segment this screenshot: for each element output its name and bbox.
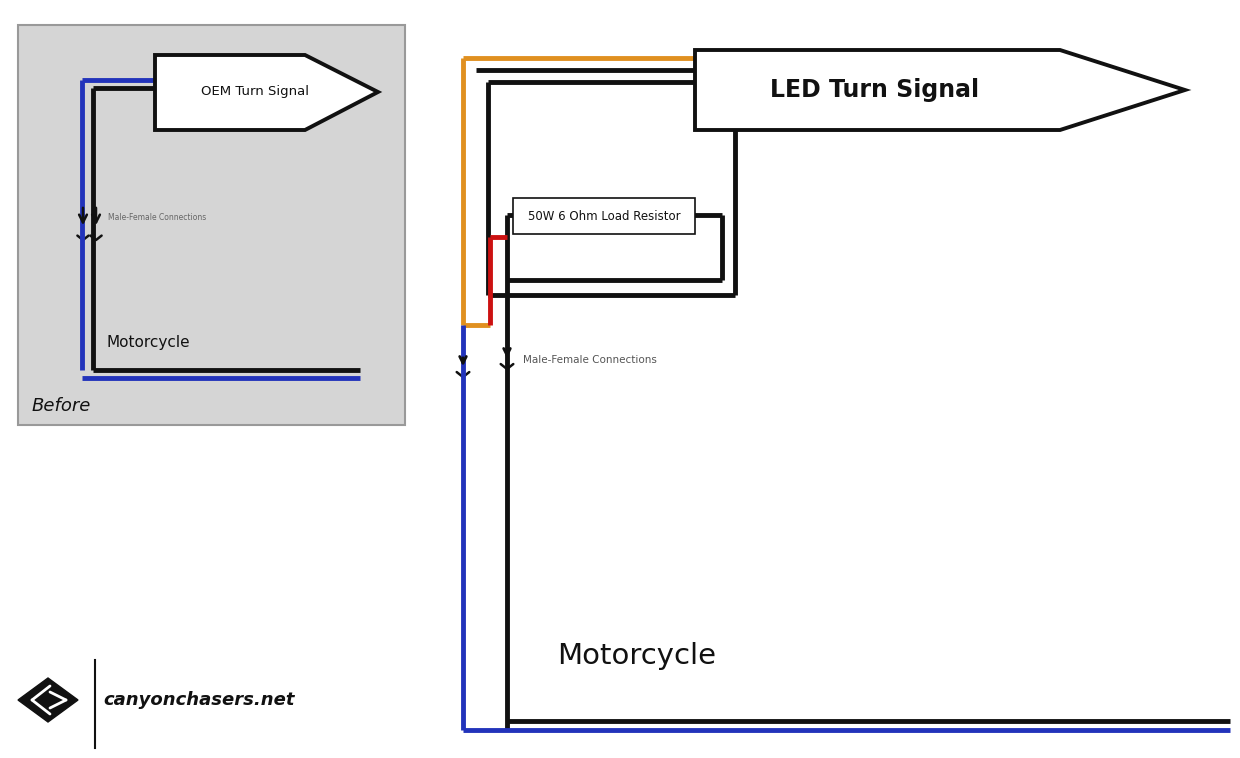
- Polygon shape: [155, 55, 378, 130]
- FancyBboxPatch shape: [19, 25, 405, 425]
- Text: canyonchasers.net: canyonchasers.net: [103, 691, 295, 709]
- Text: OEM Turn Signal: OEM Turn Signal: [201, 86, 309, 99]
- Text: Male-Female Connections: Male-Female Connections: [523, 355, 657, 365]
- Text: LED Turn Signal: LED Turn Signal: [770, 78, 980, 102]
- Polygon shape: [19, 678, 78, 722]
- FancyBboxPatch shape: [513, 198, 694, 234]
- Text: Male-Female Connections: Male-Female Connections: [108, 214, 206, 223]
- Text: Motorcycle: Motorcycle: [557, 642, 715, 670]
- Text: 50W 6 Ohm Load Resistor: 50W 6 Ohm Load Resistor: [528, 209, 681, 223]
- Text: Motorcycle: Motorcycle: [107, 335, 191, 350]
- Text: Before: Before: [32, 397, 92, 415]
- Polygon shape: [694, 50, 1185, 130]
